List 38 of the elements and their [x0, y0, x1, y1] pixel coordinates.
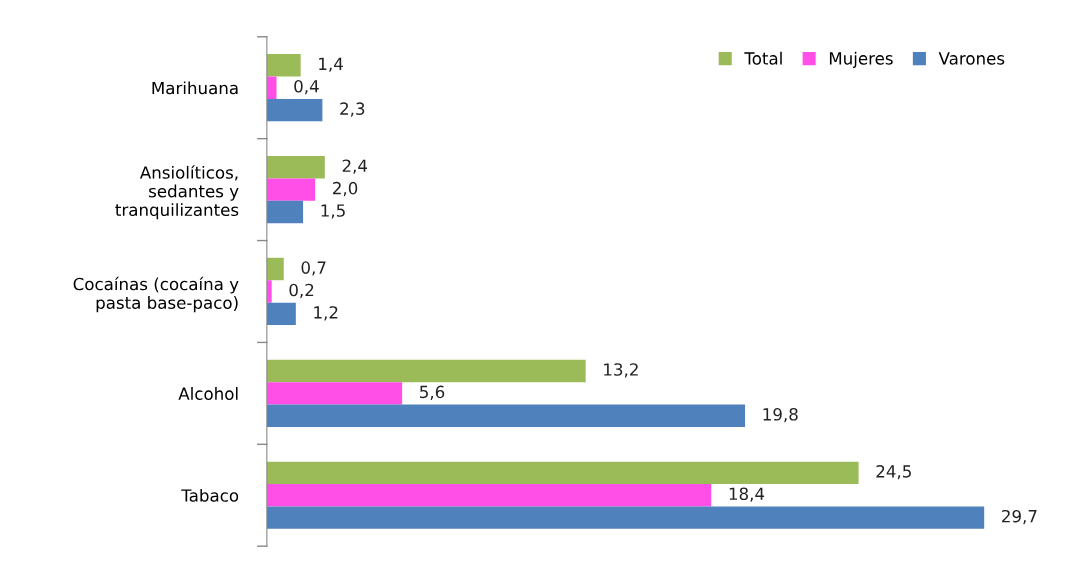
data-label: 29,7	[1002, 509, 1037, 525]
bar	[266, 302, 296, 326]
legend-label: Total	[744, 51, 782, 65]
data-label: 0,2	[289, 283, 314, 299]
y-tick-label: Tabaco	[181, 488, 239, 502]
data-label: 18,4	[729, 487, 765, 502]
data-label: 1,4	[319, 57, 343, 72]
bar	[266, 257, 284, 281]
bar	[266, 76, 277, 99]
data-label: 2,4	[342, 159, 368, 174]
y-tick-label: Marihuana	[152, 81, 238, 95]
bar	[266, 155, 325, 179]
data-label: 1,2	[314, 306, 338, 321]
data-label: 0,4	[294, 79, 319, 95]
legend-label: Varones	[938, 52, 1005, 65]
bar	[266, 98, 323, 122]
data-label: 2,0	[333, 181, 358, 197]
data-label: 13,2	[604, 363, 638, 378]
y-tick-label: Ansiolíticos, sedantes y tranquilizantes	[115, 165, 239, 220]
bar	[266, 200, 304, 224]
data-label: 1,5	[321, 204, 345, 219]
data-label: 0,7	[301, 261, 326, 276]
bar	[266, 461, 859, 485]
data-label: 24,5	[876, 465, 911, 480]
bar	[266, 54, 301, 77]
data-label: 2,3	[340, 102, 365, 117]
y-tick-label: Cocaínas (cocaína y pasta base-paco)	[73, 276, 239, 313]
data-label: 5,6	[420, 385, 445, 400]
bar	[266, 382, 403, 405]
y-tick-label: Alcohol	[178, 387, 238, 400]
data-label: 19,8	[763, 408, 798, 423]
bar	[266, 404, 746, 427]
bar	[266, 178, 316, 201]
bar	[266, 280, 272, 303]
bar	[266, 506, 985, 529]
bar	[266, 484, 712, 507]
legend-label: Mujeres	[829, 51, 893, 68]
bar	[266, 359, 586, 383]
